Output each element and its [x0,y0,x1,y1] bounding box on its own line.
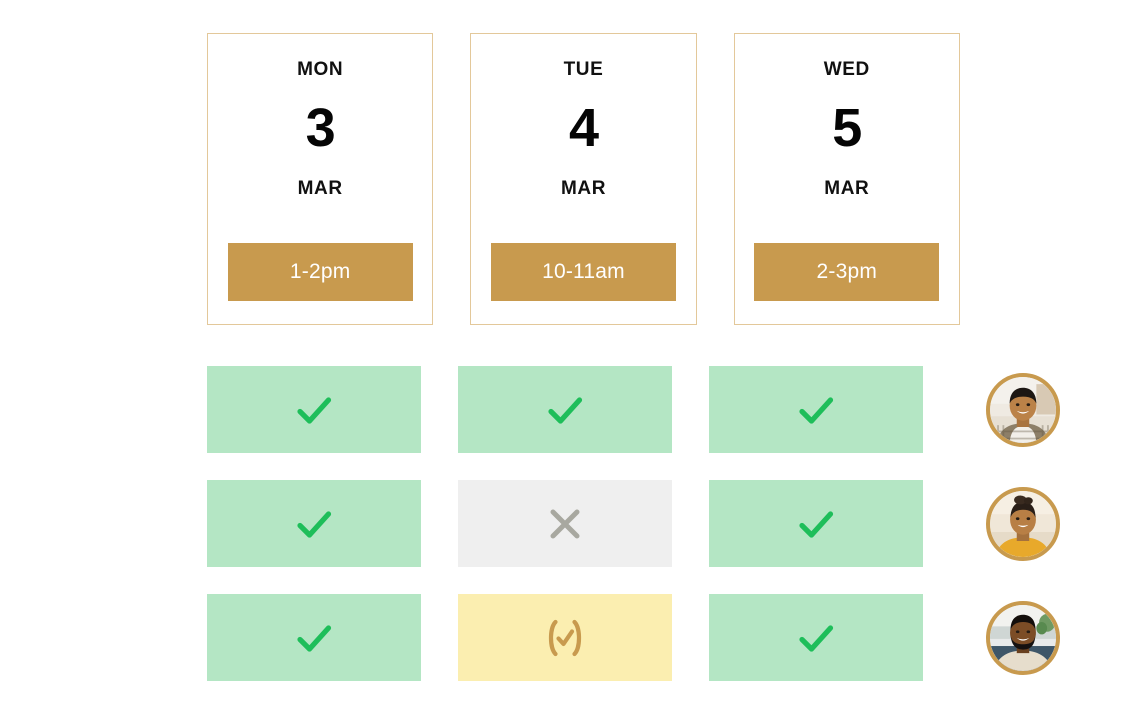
month-label: MAR [824,178,870,199]
availability-cell[interactable] [207,366,421,453]
day-of-week-label: MON [297,59,344,80]
day-number-label: 4 [568,98,599,158]
check-icon [793,615,839,661]
month-label: MAR [297,178,343,199]
availability-cell[interactable] [458,480,672,567]
check-icon [793,501,839,547]
avatar-person-3[interactable] [986,600,1060,675]
availability-cell[interactable] [207,594,421,681]
availability-cell[interactable] [207,480,421,567]
day-card-mon[interactable]: MON 3 MAR 1-2pm [207,33,434,325]
availability-cell[interactable] [709,594,923,681]
month-label: MAR [560,178,607,199]
day-number-label: 3 [305,98,336,158]
check-icon [291,501,337,547]
availability-cell[interactable] [709,366,923,453]
check-icon [291,387,337,433]
day-card-list: MON 3 MAR 1-2pm TUE 4 MAR 10-11am WED 5 … [207,33,960,325]
day-number-label: 5 [832,98,862,158]
avatar-person-1[interactable] [986,372,1060,447]
participant-row [207,480,1060,567]
time-slot-button[interactable]: 10-11am [490,243,676,301]
check-icon [542,387,588,433]
day-card-wed[interactable]: WED 5 MAR 2-3pm [733,33,960,325]
time-slot-button[interactable]: 1-2pm [227,243,413,301]
day-of-week-label: TUE [563,59,604,80]
participant-row [207,594,1060,681]
avatar-person-2[interactable] [986,486,1060,561]
availability-cell[interactable] [709,480,923,567]
availability-cell[interactable] [458,366,672,453]
availability-grid [207,366,1060,681]
day-card-tue[interactable]: TUE 4 MAR 10-11am [470,33,697,325]
check-icon [291,615,337,661]
check-icon [793,387,839,433]
x-icon [545,504,585,544]
tentative-check-icon [541,616,589,660]
time-slot-button[interactable]: 2-3pm [754,243,940,301]
participant-row [207,366,1060,453]
day-of-week-label: WED [823,59,870,80]
availability-cell[interactable] [458,594,672,681]
